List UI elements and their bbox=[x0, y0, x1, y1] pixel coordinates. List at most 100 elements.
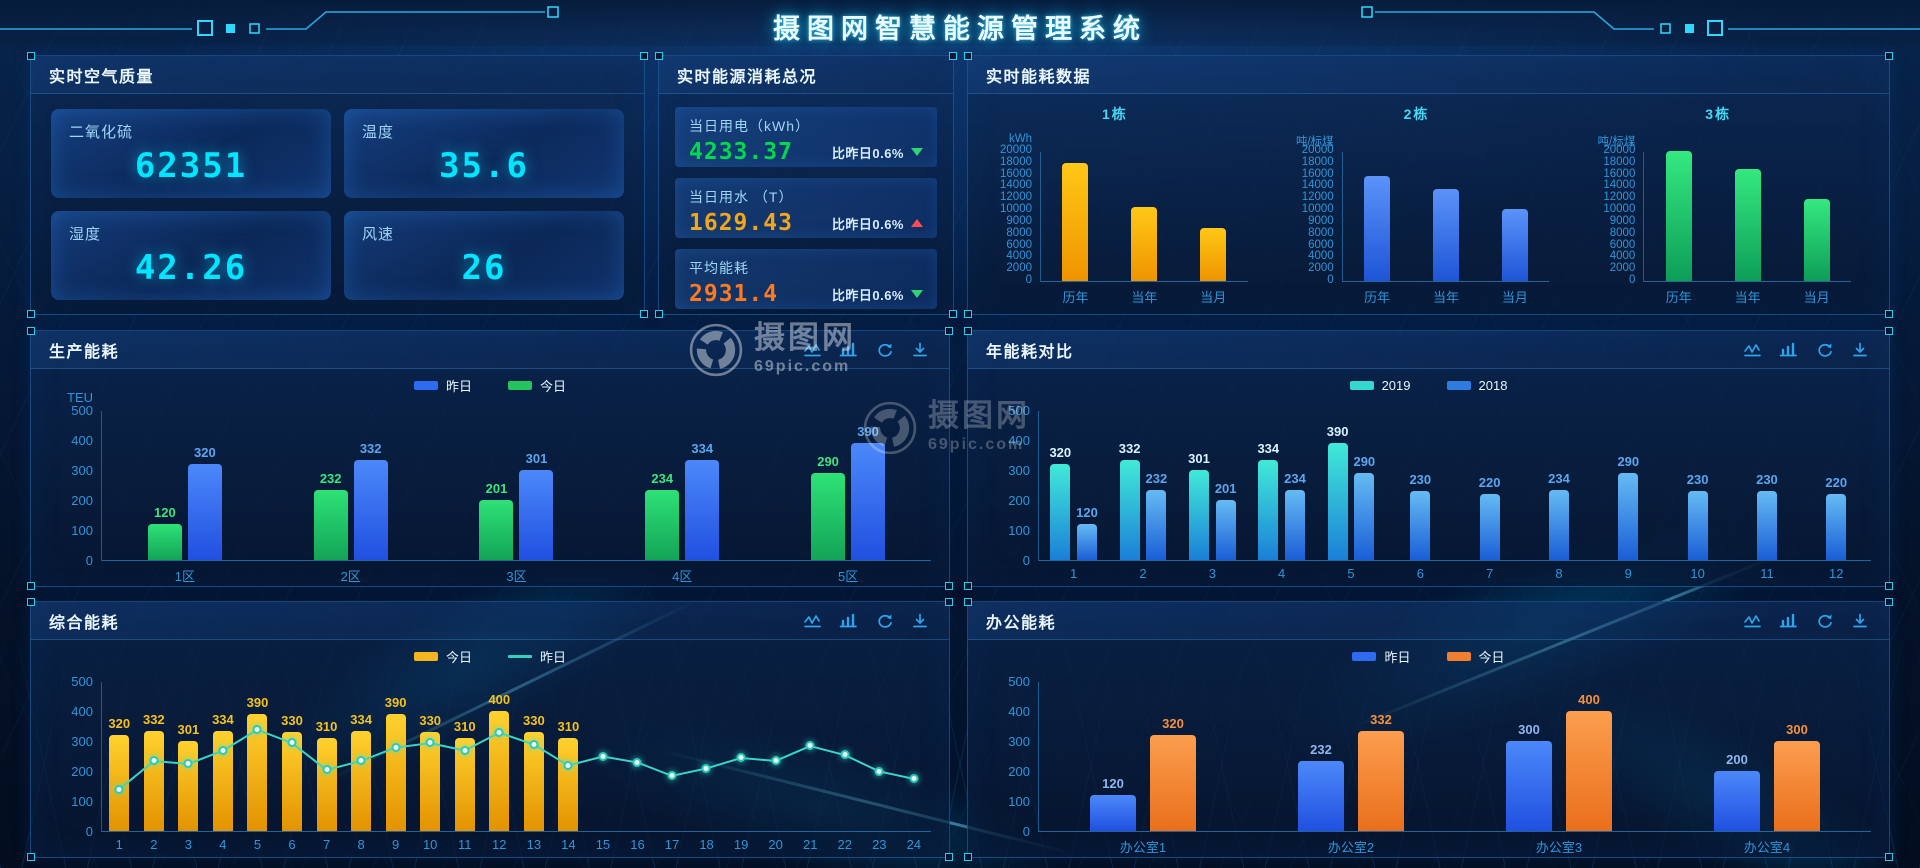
corner-decoration bbox=[655, 52, 663, 60]
corner-decoration bbox=[1885, 327, 1893, 335]
legend-label: 今日 bbox=[1478, 649, 1505, 665]
y-axis-tick: 300 bbox=[71, 463, 93, 478]
bar-group: 当月 bbox=[1179, 152, 1248, 305]
building-1-chart: 1栋 kWh 20000 18000 16000 14000 12000 10000 9000 8… bbox=[976, 98, 1278, 305]
bar-2019 bbox=[1327, 443, 1348, 560]
corner-decoration bbox=[27, 582, 35, 590]
stat-value: 1629.43 bbox=[689, 210, 793, 236]
bar-group: 310 14 bbox=[551, 682, 586, 852]
bar-value-label: 120 bbox=[1076, 505, 1098, 520]
bar-2018 bbox=[1284, 490, 1305, 560]
bar-2018 bbox=[1618, 473, 1639, 560]
legend-label: 昨日 bbox=[540, 649, 567, 665]
stat-label: 二氧化硫 bbox=[69, 124, 134, 141]
bar-value-label: 232 bbox=[1310, 742, 1332, 757]
y-axis-tick: 6000 bbox=[1006, 238, 1032, 251]
line-point bbox=[218, 745, 228, 755]
bar-chart-icon[interactable] bbox=[839, 613, 859, 629]
legend-label: 今日 bbox=[540, 378, 567, 394]
bar-能耗 bbox=[1364, 176, 1391, 281]
line-point bbox=[529, 739, 539, 749]
bar-2018 bbox=[1146, 490, 1167, 560]
refresh-icon[interactable] bbox=[875, 613, 895, 629]
legend-item-2019[interactable]: 2019 bbox=[1349, 378, 1411, 393]
bar-今日 bbox=[479, 500, 514, 560]
bar-chart-icon[interactable] bbox=[839, 342, 859, 358]
bar-今日 bbox=[1358, 731, 1404, 831]
y-axis-tick: 4000 bbox=[1609, 250, 1636, 263]
bar-今日 bbox=[645, 490, 680, 560]
x-axis-label: 11 bbox=[457, 837, 472, 852]
bar-value-label: 330 bbox=[522, 713, 545, 728]
legend-item-2018[interactable]: 2018 bbox=[1446, 378, 1507, 393]
bar-2018 bbox=[1215, 500, 1236, 560]
x-axis-label: 11 bbox=[1760, 566, 1774, 581]
line-chart-icon[interactable] bbox=[1743, 613, 1763, 629]
plot-area: 历年 当年 当月 bbox=[1643, 151, 1852, 305]
download-icon[interactable] bbox=[1851, 342, 1871, 358]
y-axis-tick: 400 bbox=[1008, 704, 1030, 719]
bar-chart-icon[interactable] bbox=[1779, 613, 1799, 629]
bar-2019 bbox=[1050, 464, 1071, 560]
refresh-icon[interactable] bbox=[1815, 342, 1835, 358]
legend-item-今日[interactable]: 今日 bbox=[508, 376, 566, 395]
download-icon[interactable] bbox=[1851, 613, 1871, 629]
refresh-icon[interactable] bbox=[1815, 613, 1835, 629]
legend-item-昨日[interactable]: 昨日 bbox=[1352, 647, 1411, 666]
y-axis-tick: 0 bbox=[1628, 274, 1636, 286]
bar-value-label: 334 bbox=[350, 712, 372, 727]
trend-arrow-icon bbox=[911, 290, 923, 298]
y-axis-tick: 300 bbox=[71, 734, 93, 749]
y-axis-tick: 2000 bbox=[1308, 262, 1334, 275]
bar-group: 230 6 bbox=[1386, 411, 1455, 581]
line-chart-icon[interactable] bbox=[803, 613, 823, 629]
line-point bbox=[149, 756, 159, 765]
legend-label: 今日 bbox=[445, 649, 472, 665]
y-axis-tick: 16000 bbox=[1000, 167, 1032, 180]
x-axis-label: 1 bbox=[115, 837, 123, 852]
panel-title: 综合能耗 bbox=[49, 614, 120, 632]
legend-bar-swatch bbox=[508, 380, 532, 390]
bar-value-label: 290 bbox=[1353, 454, 1376, 469]
line-chart-icon[interactable] bbox=[1743, 342, 1763, 358]
stat-card-so2: 二氧化硫 62351 bbox=[51, 109, 331, 198]
bar-group: 230 10 bbox=[1663, 411, 1732, 581]
x-axis-label: 3区 bbox=[506, 569, 527, 584]
bar-wrap: 330 bbox=[281, 713, 303, 831]
bar-2018 bbox=[1354, 473, 1375, 560]
y-axis-tick: 20000 bbox=[1000, 144, 1032, 156]
legend-item-今日[interactable]: 今日 bbox=[413, 647, 472, 666]
bar-wrap: 232 bbox=[313, 471, 348, 560]
legend-item-昨日[interactable]: 昨日 bbox=[508, 647, 566, 666]
bar-wrap: 334 bbox=[1257, 441, 1279, 560]
bar-value-label: 310 bbox=[315, 719, 338, 734]
bar-group: 300 400 办公室3 bbox=[1455, 682, 1663, 855]
y-axis-tick: 9000 bbox=[1609, 214, 1636, 227]
y-axis-tick: 12000 bbox=[1301, 191, 1334, 204]
chart-toolbar bbox=[1743, 342, 1871, 358]
legend-bar-swatch bbox=[1446, 380, 1471, 390]
bar-wrap: 332 bbox=[1358, 712, 1404, 831]
legend-item-今日[interactable]: 今日 bbox=[1446, 647, 1505, 666]
bar-group: 232 332 办公室2 bbox=[1247, 682, 1455, 855]
x-axis-label: 当年 bbox=[1131, 290, 1158, 305]
bar-wrap: 300 bbox=[1506, 722, 1552, 831]
summary-row-water: 当日用水 （T） 1629.43 比昨日0.6% bbox=[675, 178, 937, 238]
y-axis-tick: 18000 bbox=[1000, 155, 1032, 168]
x-axis-label: 20 bbox=[768, 837, 783, 852]
download-icon[interactable] bbox=[911, 613, 931, 629]
download-icon[interactable] bbox=[911, 342, 931, 358]
refresh-icon[interactable] bbox=[875, 342, 895, 358]
bar-能耗 bbox=[1131, 207, 1158, 281]
bar-value-label: 400 bbox=[488, 692, 511, 707]
y-axis-tick: 0 bbox=[85, 824, 93, 839]
line-point bbox=[840, 750, 850, 759]
production-chart: 昨日 今日 TEU 500 400 300 200 100 0 120 320 1区 232 332 2区 2… bbox=[31, 369, 949, 584]
y-axis-tick: 400 bbox=[71, 704, 93, 719]
bar-今日 bbox=[385, 714, 406, 831]
bar-chart-icon[interactable] bbox=[1779, 342, 1799, 358]
line-chart-icon[interactable] bbox=[803, 342, 823, 358]
bar-value-label: 230 bbox=[1686, 472, 1709, 487]
bar-wrap: 234 bbox=[1284, 471, 1306, 560]
legend-item-昨日[interactable]: 昨日 bbox=[413, 376, 472, 395]
